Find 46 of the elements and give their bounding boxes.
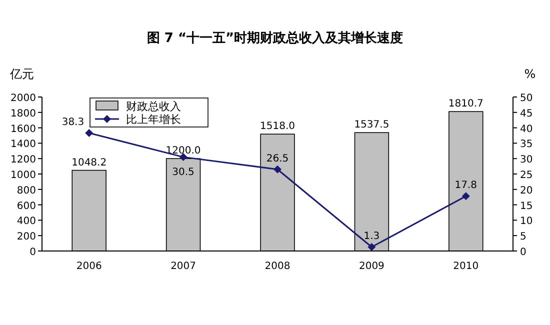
- y-tick-label: 800: [16, 185, 36, 196]
- y2-tick-label: 0: [520, 247, 526, 258]
- data-label: 1810.7: [448, 98, 484, 110]
- y-tick-label: 1000: [10, 170, 36, 181]
- data-label: 17.8: [454, 180, 478, 192]
- x-tick-label: 2008: [264, 261, 290, 272]
- y-tick-label: 200: [16, 232, 36, 243]
- y2-axis-title: %: [524, 67, 536, 81]
- y-tick-label: 1800: [10, 108, 36, 120]
- y2-tick-label: 15: [520, 200, 533, 212]
- point: [462, 192, 470, 200]
- y2-tick-label: 5: [520, 232, 526, 243]
- y-tick-label: 1400: [10, 139, 36, 150]
- chart-title: 图 7 “十一五”时期财政总收入及其增长速度: [146, 30, 404, 46]
- y-tick-label: 0: [30, 247, 36, 258]
- data-label: 1200.0: [166, 146, 201, 157]
- y-tick-label: 1200: [10, 154, 36, 166]
- y2-tick-label: 35: [520, 139, 533, 150]
- point: [368, 242, 376, 251]
- data-label: 1048.2: [72, 157, 107, 168]
- point: [274, 165, 282, 174]
- y2-tick-label: 50: [520, 93, 533, 104]
- y2-tick-label: 25: [520, 170, 533, 181]
- x-tick-label: 2010: [453, 261, 479, 272]
- y-axis-title: 亿元: [9, 67, 34, 81]
- x-tick-label: 2007: [170, 261, 196, 272]
- y-tick-label: 1600: [10, 124, 36, 135]
- y2-tick-label: 40: [520, 124, 533, 135]
- x-tick-label: 2009: [358, 261, 384, 272]
- data-label: 1537.5: [354, 120, 390, 131]
- data-label: 38.3: [62, 117, 84, 128]
- y2-tick-label: 45: [520, 108, 533, 120]
- y2-tick-label: 30: [520, 154, 533, 166]
- y2-tick-label: 10: [520, 216, 533, 228]
- y-tick-label: 600: [16, 200, 36, 212]
- legend-label: 财政总收入: [126, 100, 181, 113]
- y-tick-label: 400: [16, 216, 36, 228]
- data-label: 30.5: [172, 167, 194, 178]
- y2-tick-label: 20: [520, 185, 533, 196]
- legend-label: 比上年增长: [126, 113, 181, 126]
- x-tick-label: 2006: [76, 261, 102, 272]
- data-label: 26.5: [266, 153, 289, 164]
- point: [85, 129, 94, 138]
- y-tick-label: 2000: [10, 93, 36, 104]
- data-label: 1518.0: [260, 121, 295, 132]
- data-label: 1.3: [364, 230, 380, 242]
